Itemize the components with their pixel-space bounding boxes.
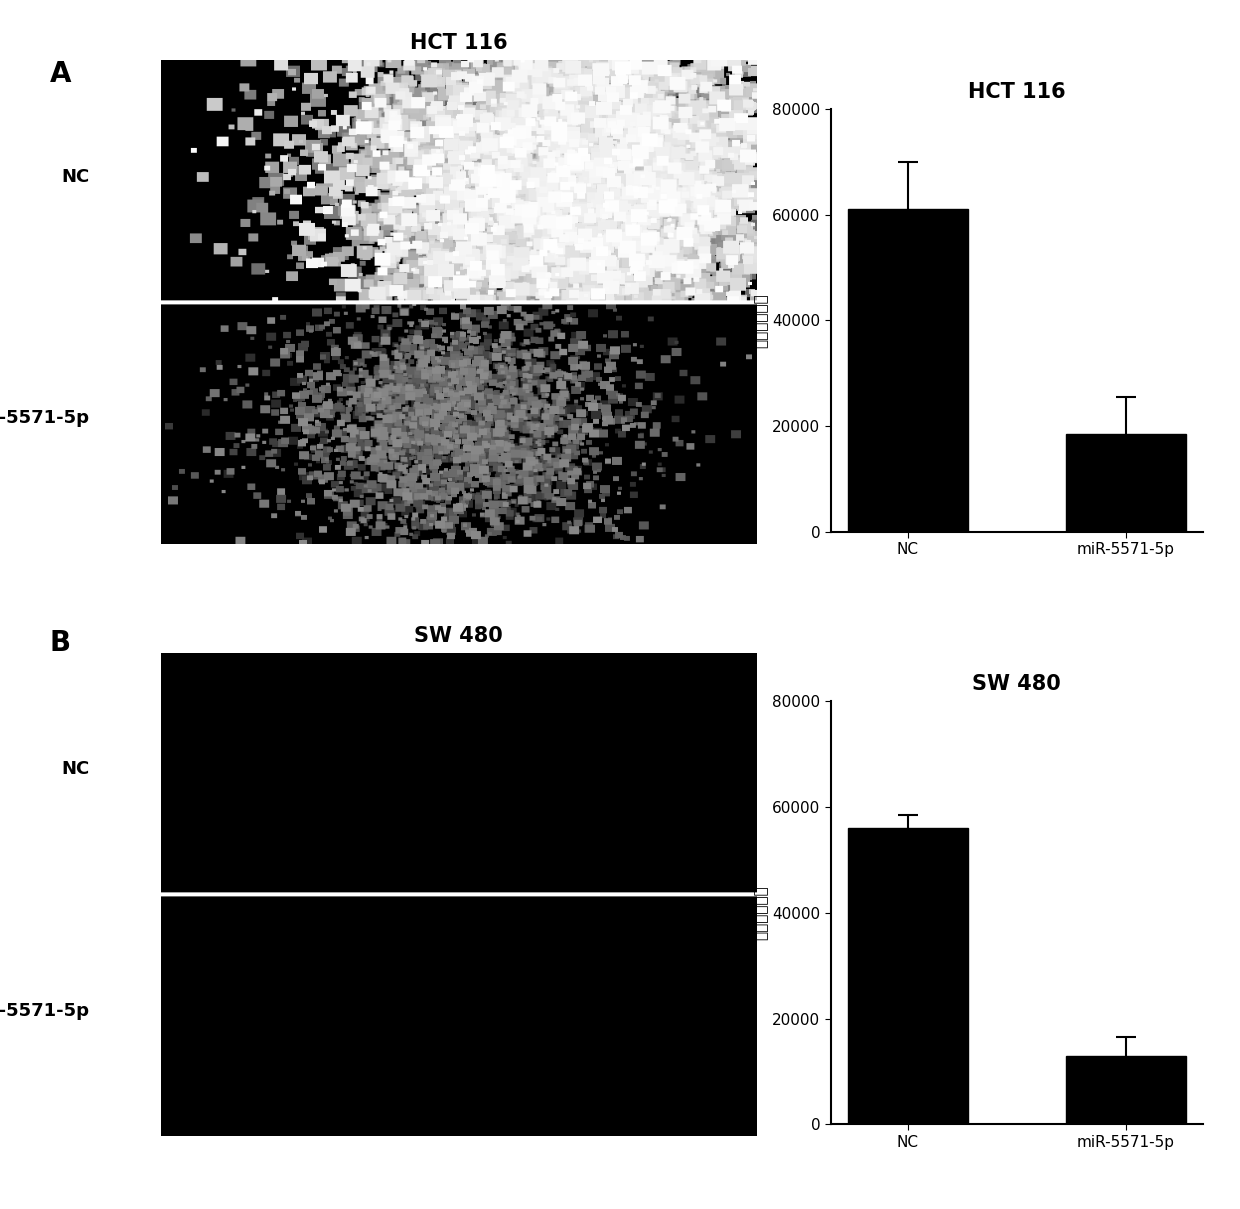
Y-axis label: 迁移相对面积: 迁移相对面积 [753, 885, 768, 941]
Text: miR-5571-5p: miR-5571-5p [0, 410, 89, 427]
Text: NC: NC [62, 760, 89, 777]
Bar [1066, 434, 1185, 532]
Y-axis label: 迁移相对面积: 迁移相对面积 [753, 293, 768, 348]
Bar [848, 209, 967, 532]
Title: SW 480: SW 480 [972, 675, 1061, 694]
Text: A: A [50, 60, 71, 88]
Title: HCT 116: HCT 116 [968, 82, 1065, 102]
Title: SW 480: SW 480 [414, 626, 503, 646]
Text: miR-5571-5p: miR-5571-5p [0, 1002, 89, 1019]
Title: HCT 116: HCT 116 [410, 34, 507, 53]
Bar [848, 828, 967, 1124]
Text: B: B [50, 629, 71, 656]
Text: NC: NC [62, 168, 89, 185]
Bar [1066, 1055, 1185, 1124]
